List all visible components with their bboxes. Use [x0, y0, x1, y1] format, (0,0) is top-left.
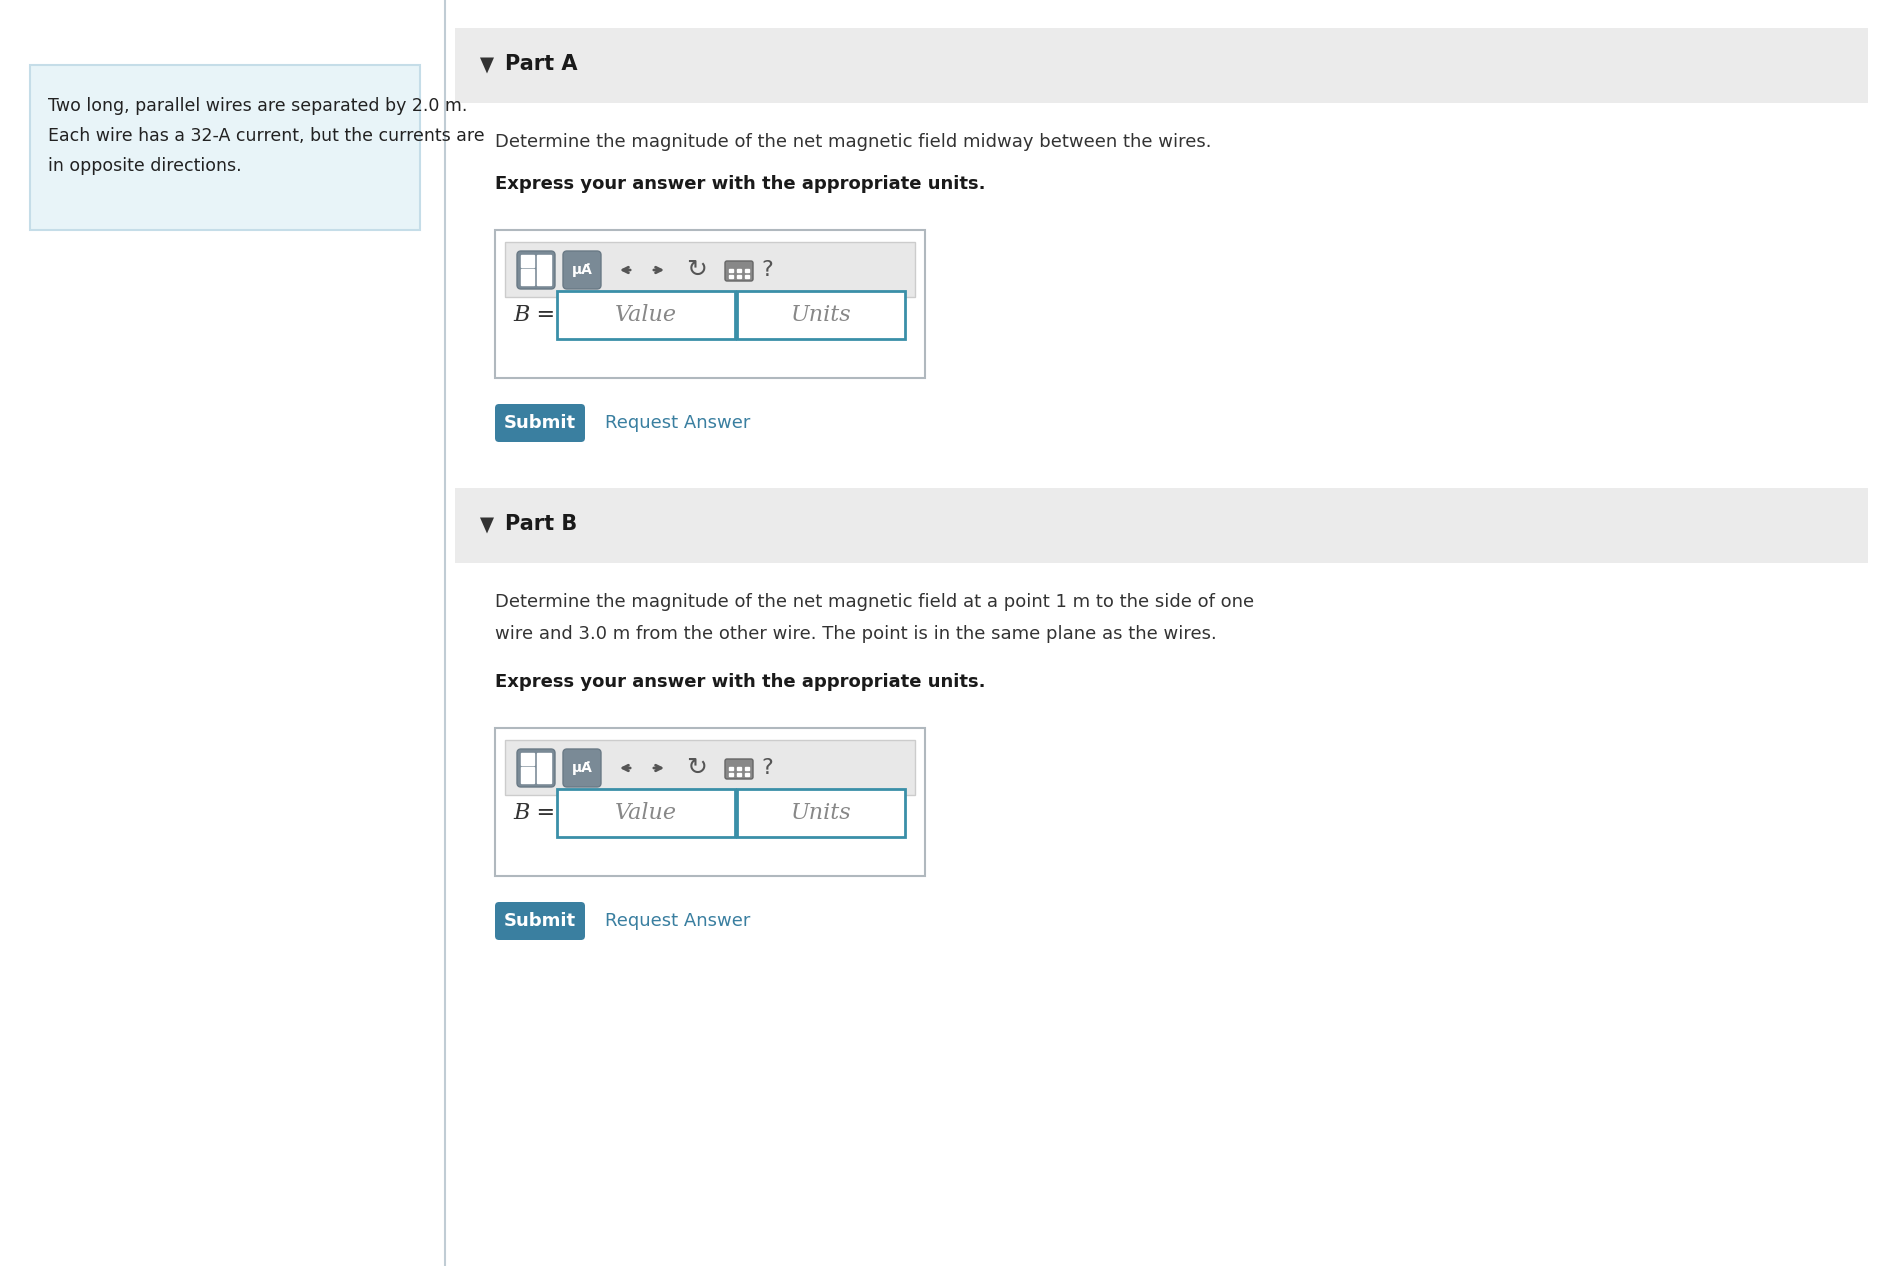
FancyBboxPatch shape — [454, 28, 1869, 103]
FancyBboxPatch shape — [30, 65, 421, 230]
Text: Value: Value — [614, 304, 676, 327]
Text: Determine the magnitude of the net magnetic field midway between the wires.: Determine the magnitude of the net magne… — [496, 133, 1211, 151]
FancyBboxPatch shape — [746, 275, 749, 279]
Polygon shape — [481, 57, 494, 73]
FancyBboxPatch shape — [746, 767, 749, 770]
FancyBboxPatch shape — [558, 291, 734, 339]
Text: Determine the magnitude of the net magnetic field at a point 1 m to the side of : Determine the magnitude of the net magne… — [496, 592, 1255, 611]
Text: Units: Units — [791, 801, 851, 824]
FancyBboxPatch shape — [537, 753, 550, 782]
FancyBboxPatch shape — [729, 774, 732, 776]
FancyBboxPatch shape — [746, 268, 749, 272]
Text: Express your answer with the appropriate units.: Express your answer with the appropriate… — [496, 175, 986, 192]
Text: Request Answer: Request Answer — [605, 912, 751, 931]
FancyBboxPatch shape — [496, 404, 586, 442]
Text: ?: ? — [761, 758, 774, 779]
Text: Express your answer with the appropriate units.: Express your answer with the appropriate… — [496, 674, 986, 691]
Text: Part B: Part B — [505, 514, 577, 534]
FancyBboxPatch shape — [505, 242, 915, 298]
FancyBboxPatch shape — [725, 760, 753, 779]
FancyBboxPatch shape — [736, 268, 742, 272]
FancyBboxPatch shape — [496, 728, 926, 876]
Text: Request Answer: Request Answer — [605, 414, 751, 432]
FancyBboxPatch shape — [563, 749, 601, 787]
FancyBboxPatch shape — [729, 268, 732, 272]
FancyBboxPatch shape — [516, 251, 556, 289]
FancyBboxPatch shape — [736, 275, 742, 279]
Text: in opposite directions.: in opposite directions. — [49, 157, 242, 175]
Text: ↻: ↻ — [687, 756, 708, 780]
Text: B =: B = — [513, 801, 556, 824]
Text: μȦ: μȦ — [571, 761, 592, 775]
Text: Units: Units — [791, 304, 851, 327]
Text: Two long, parallel wires are separated by 2.0 m.: Two long, parallel wires are separated b… — [49, 97, 468, 115]
FancyBboxPatch shape — [505, 741, 915, 795]
FancyBboxPatch shape — [516, 749, 556, 787]
FancyBboxPatch shape — [746, 774, 749, 776]
Text: B =: B = — [513, 304, 556, 327]
Text: Part A: Part A — [505, 54, 578, 75]
FancyBboxPatch shape — [520, 753, 533, 765]
Text: Each wire has a 32-A current, but the currents are: Each wire has a 32-A current, but the cu… — [49, 127, 485, 146]
FancyBboxPatch shape — [729, 275, 732, 279]
FancyBboxPatch shape — [563, 251, 601, 289]
Text: Submit: Submit — [503, 912, 577, 931]
Text: wire and 3.0 m from the other wire. The point is in the same plane as the wires.: wire and 3.0 m from the other wire. The … — [496, 625, 1217, 643]
Text: Value: Value — [614, 801, 676, 824]
FancyBboxPatch shape — [520, 254, 533, 267]
FancyBboxPatch shape — [736, 291, 905, 339]
FancyBboxPatch shape — [736, 774, 742, 776]
Text: ?: ? — [761, 260, 774, 280]
FancyBboxPatch shape — [558, 789, 734, 837]
Text: μȦ: μȦ — [571, 263, 592, 277]
Text: ↻: ↻ — [687, 258, 708, 282]
FancyBboxPatch shape — [725, 261, 753, 281]
Text: Submit: Submit — [503, 414, 577, 432]
FancyBboxPatch shape — [496, 230, 926, 379]
FancyBboxPatch shape — [537, 254, 550, 285]
FancyBboxPatch shape — [736, 789, 905, 837]
Polygon shape — [481, 518, 494, 533]
FancyBboxPatch shape — [520, 767, 533, 782]
FancyBboxPatch shape — [520, 268, 533, 285]
FancyBboxPatch shape — [454, 487, 1869, 563]
FancyBboxPatch shape — [729, 767, 732, 770]
FancyBboxPatch shape — [496, 901, 586, 939]
FancyBboxPatch shape — [736, 767, 742, 770]
